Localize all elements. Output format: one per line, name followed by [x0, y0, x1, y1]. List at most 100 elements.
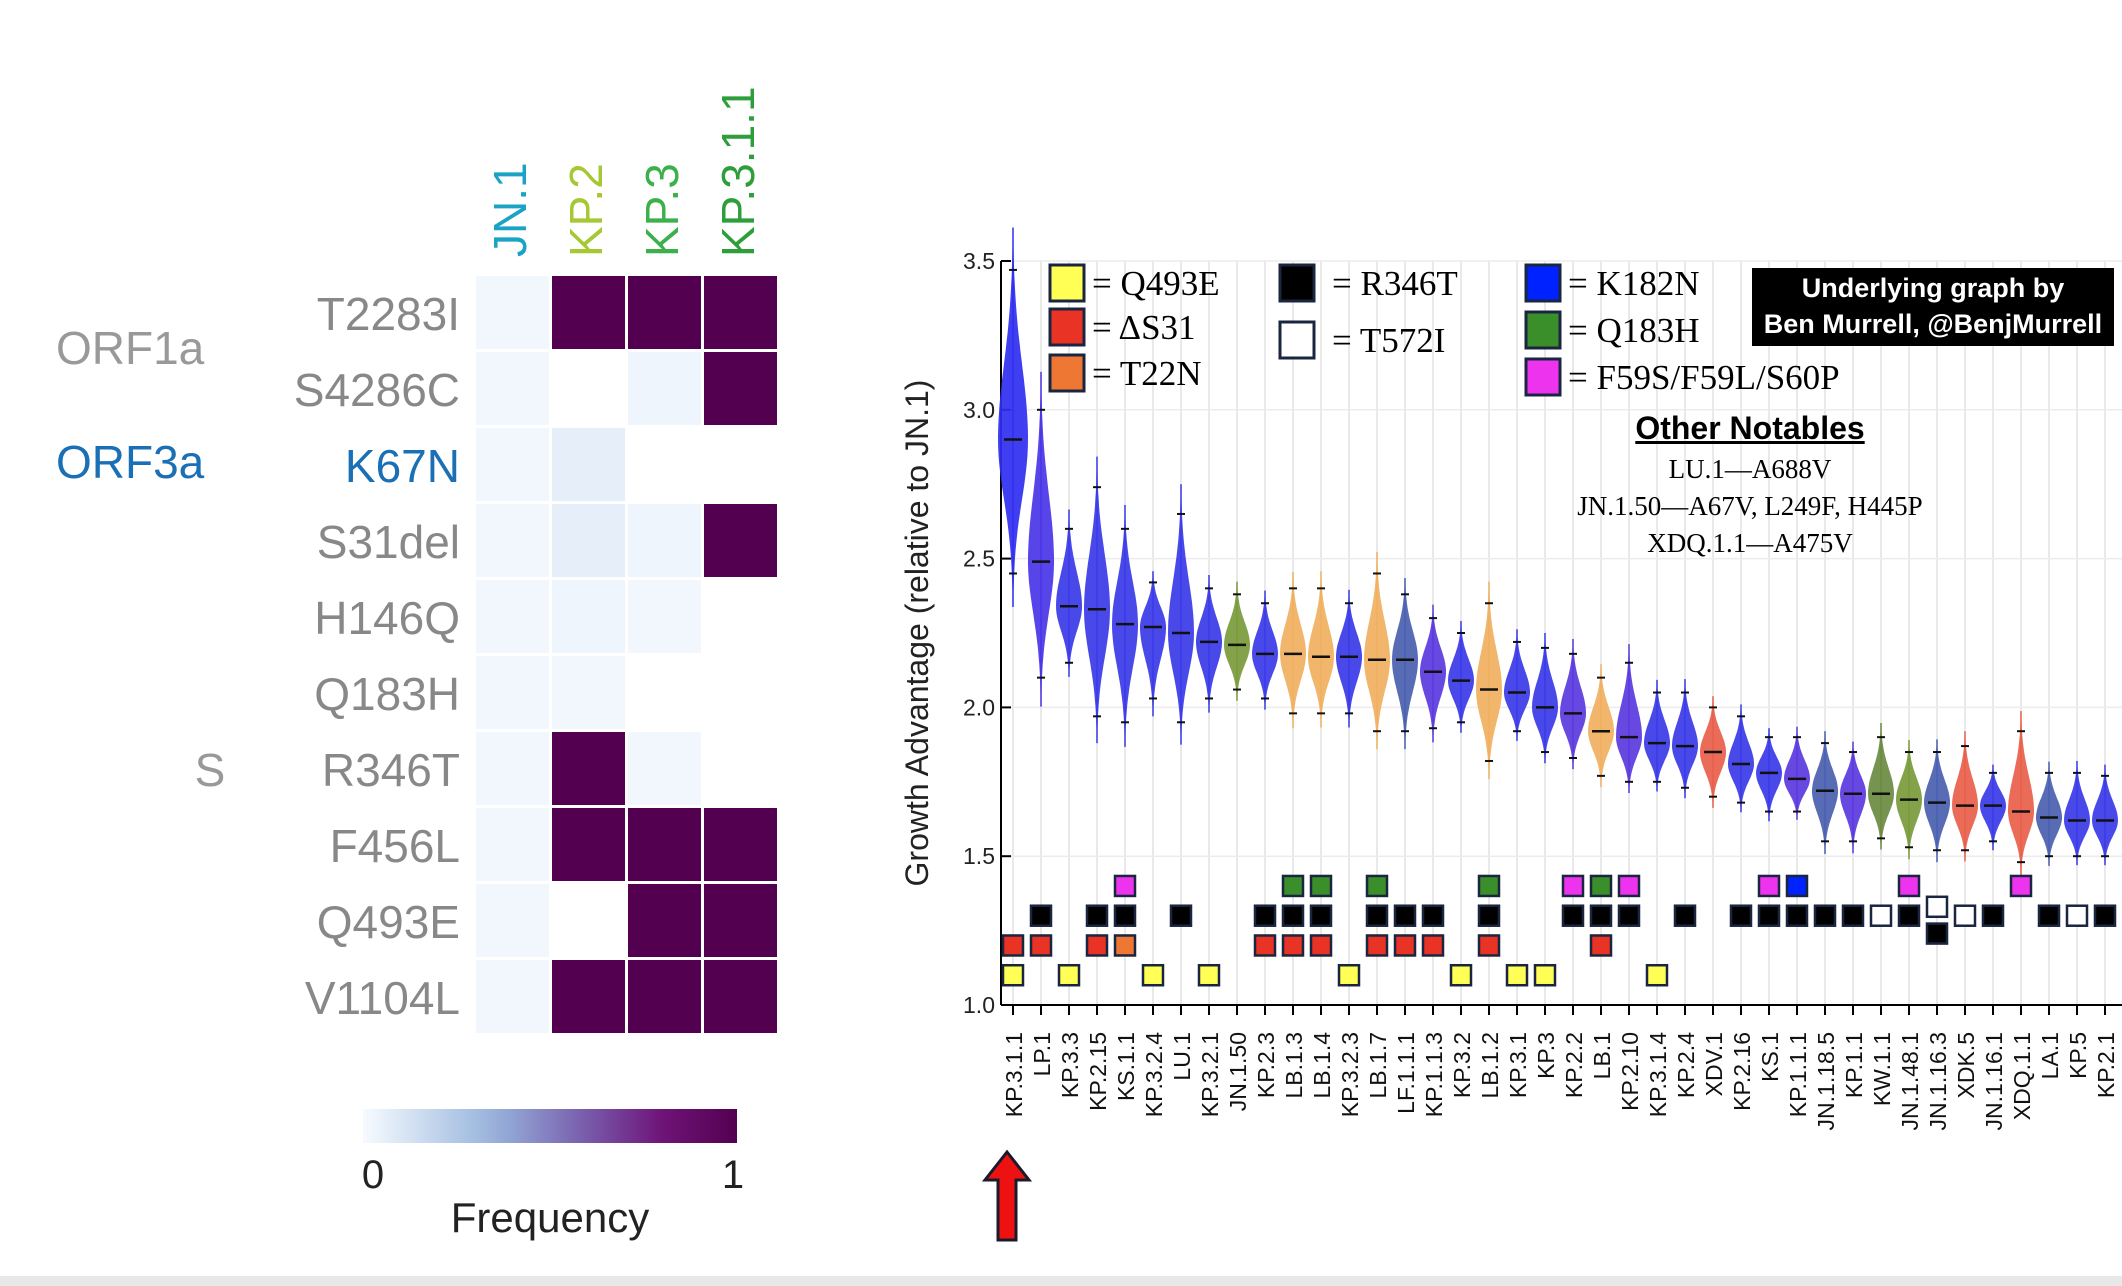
legend-swatch	[1278, 263, 1316, 303]
x-tick-label: KP.3.2.1	[1197, 1032, 1223, 1117]
mutation-marker-r346t	[1113, 904, 1137, 927]
x-tick-label: JN.1.50	[1225, 1032, 1251, 1111]
mutation-marker-r346t	[1365, 904, 1389, 927]
mutation-marker-ds31	[1253, 934, 1277, 957]
mutation-marker-t572i	[1869, 904, 1893, 927]
mutation-marker-r346t	[1673, 904, 1697, 927]
heatmap-cell	[704, 656, 777, 729]
mutation-marker-q183h	[1365, 874, 1389, 898]
x-tick-label: KS.1.1	[1113, 1032, 1139, 1101]
colorbar-max-label: 1	[722, 1153, 744, 1197]
x-tick-label: XDK.5	[1953, 1032, 1979, 1098]
notable-item: JN.1.50—A67V, L249F, H445P	[1577, 491, 1923, 521]
heatmap-row-label: T2283I	[317, 288, 460, 340]
violin	[1784, 726, 1810, 820]
heatmap-cell	[704, 352, 777, 425]
x-tick-label: LA.1	[2037, 1032, 2063, 1079]
heatmap-column-label: KP.2	[560, 163, 612, 257]
x-tick-label: LB.1	[1589, 1032, 1615, 1079]
mutation-marker-q493e	[1645, 963, 1669, 987]
violin	[2092, 764, 2118, 866]
violin	[1056, 509, 1082, 677]
heatmap-column-label: KP.3.1.1	[712, 86, 764, 257]
x-tick-label: KP.2.15	[1085, 1032, 1111, 1111]
violin	[1644, 679, 1670, 792]
gene-group-label: ORF3a	[56, 436, 205, 488]
mutation-marker-k182n	[1785, 874, 1809, 898]
heatmap-row-label: Q183H	[314, 668, 460, 720]
mutation-marker-f59s	[1757, 874, 1781, 898]
mutation-marker-r346t	[1925, 922, 1949, 945]
heatmap-column-label: JN.1	[484, 162, 536, 257]
x-tick-label: KW.1.1	[1869, 1032, 1895, 1106]
violin	[1140, 571, 1166, 717]
mutation-marker-ds31	[1477, 934, 1501, 957]
heatmap-cell	[552, 808, 625, 881]
credit-line-1: Underlying graph by	[1801, 273, 2065, 303]
mutation-marker-f59s	[1617, 874, 1641, 898]
notables-title: Other Notables	[1635, 410, 1865, 446]
violin	[1028, 371, 1054, 707]
heatmap-cell	[704, 276, 777, 349]
legend-label: = T22N	[1092, 354, 1202, 393]
heatmap-row-label: F456L	[330, 820, 460, 872]
violin	[2008, 711, 2034, 875]
x-tick-label: KP.3.2	[1449, 1032, 1475, 1098]
violin	[1336, 589, 1362, 728]
mutation-marker-r346t	[1897, 904, 1921, 927]
violin	[998, 227, 1028, 607]
x-tick-label: KP.2.1	[2093, 1032, 2119, 1098]
x-tick-label: KP.2.2	[1561, 1032, 1587, 1098]
x-tick-label: JN.1.18.5	[1813, 1032, 1839, 1130]
heatmap-cell	[704, 428, 777, 501]
heatmap-cell	[628, 580, 701, 653]
x-tick-label: KP.3.2.4	[1141, 1032, 1167, 1117]
x-tick-label: KP.3.3	[1057, 1032, 1083, 1098]
violin	[1868, 723, 1894, 850]
violin	[1280, 572, 1306, 729]
legend-swatch	[1048, 353, 1086, 393]
heatmap-cell	[628, 504, 701, 577]
x-tick-label: LB.1.7	[1365, 1032, 1391, 1099]
heatmap-cell	[552, 732, 625, 805]
mutation-marker-r346t	[1589, 904, 1613, 927]
x-tick-label: XDQ.1.1	[2009, 1032, 2035, 1120]
x-tick-label: JN.1.16.3	[1925, 1032, 1951, 1130]
legend-swatch	[1048, 307, 1086, 347]
heatmap-cell	[704, 808, 777, 881]
heatmap-row-label: R346T	[322, 744, 460, 796]
heatmap-cell	[476, 884, 549, 957]
violin	[2036, 761, 2062, 866]
heatmap-cell	[704, 504, 777, 577]
heatmap-cell	[552, 580, 625, 653]
mutation-marker-ds31	[1589, 934, 1613, 957]
mutation-marker-q493e	[1001, 963, 1025, 987]
x-tick-label: LB.1.2	[1477, 1032, 1503, 1099]
violin	[1980, 764, 2006, 851]
notable-item: XDQ.1.1—A475V	[1647, 528, 1853, 558]
heatmap-cell	[628, 732, 701, 805]
legend-label: = T572I	[1332, 321, 1445, 360]
y-tick-label: 3.5	[963, 248, 995, 274]
mutation-marker-t572i	[1925, 895, 1949, 919]
mutation-marker-t22n	[1113, 934, 1137, 957]
heatmap-cell	[704, 580, 777, 653]
legend-swatch	[1524, 357, 1562, 397]
mutation-marker-r346t	[1561, 904, 1585, 927]
legend-label: = ΔS31	[1092, 308, 1196, 347]
heatmap-cell	[476, 580, 549, 653]
heatmap-cell	[476, 808, 549, 881]
gene-group-label: ORF1a	[56, 322, 205, 374]
heatmap-cell	[628, 276, 701, 349]
y-axis-label: Growth Advantage (relative to JN.1)	[899, 380, 935, 887]
y-tick-label: 3.0	[963, 397, 995, 423]
colorbar-min-label: 0	[362, 1153, 384, 1197]
legend-swatch	[1048, 263, 1086, 303]
other-notables: Other Notables LU.1—A688V JN.1.50—A67V, …	[1530, 405, 1970, 562]
x-tick-label: KS.1	[1757, 1032, 1783, 1082]
x-tick-label: KP.3.1.4	[1645, 1032, 1671, 1117]
heatmap-cell	[552, 884, 625, 957]
mutation-marker-r346t	[1029, 904, 1053, 927]
violin	[1812, 731, 1838, 854]
heatmap-cell	[628, 428, 701, 501]
